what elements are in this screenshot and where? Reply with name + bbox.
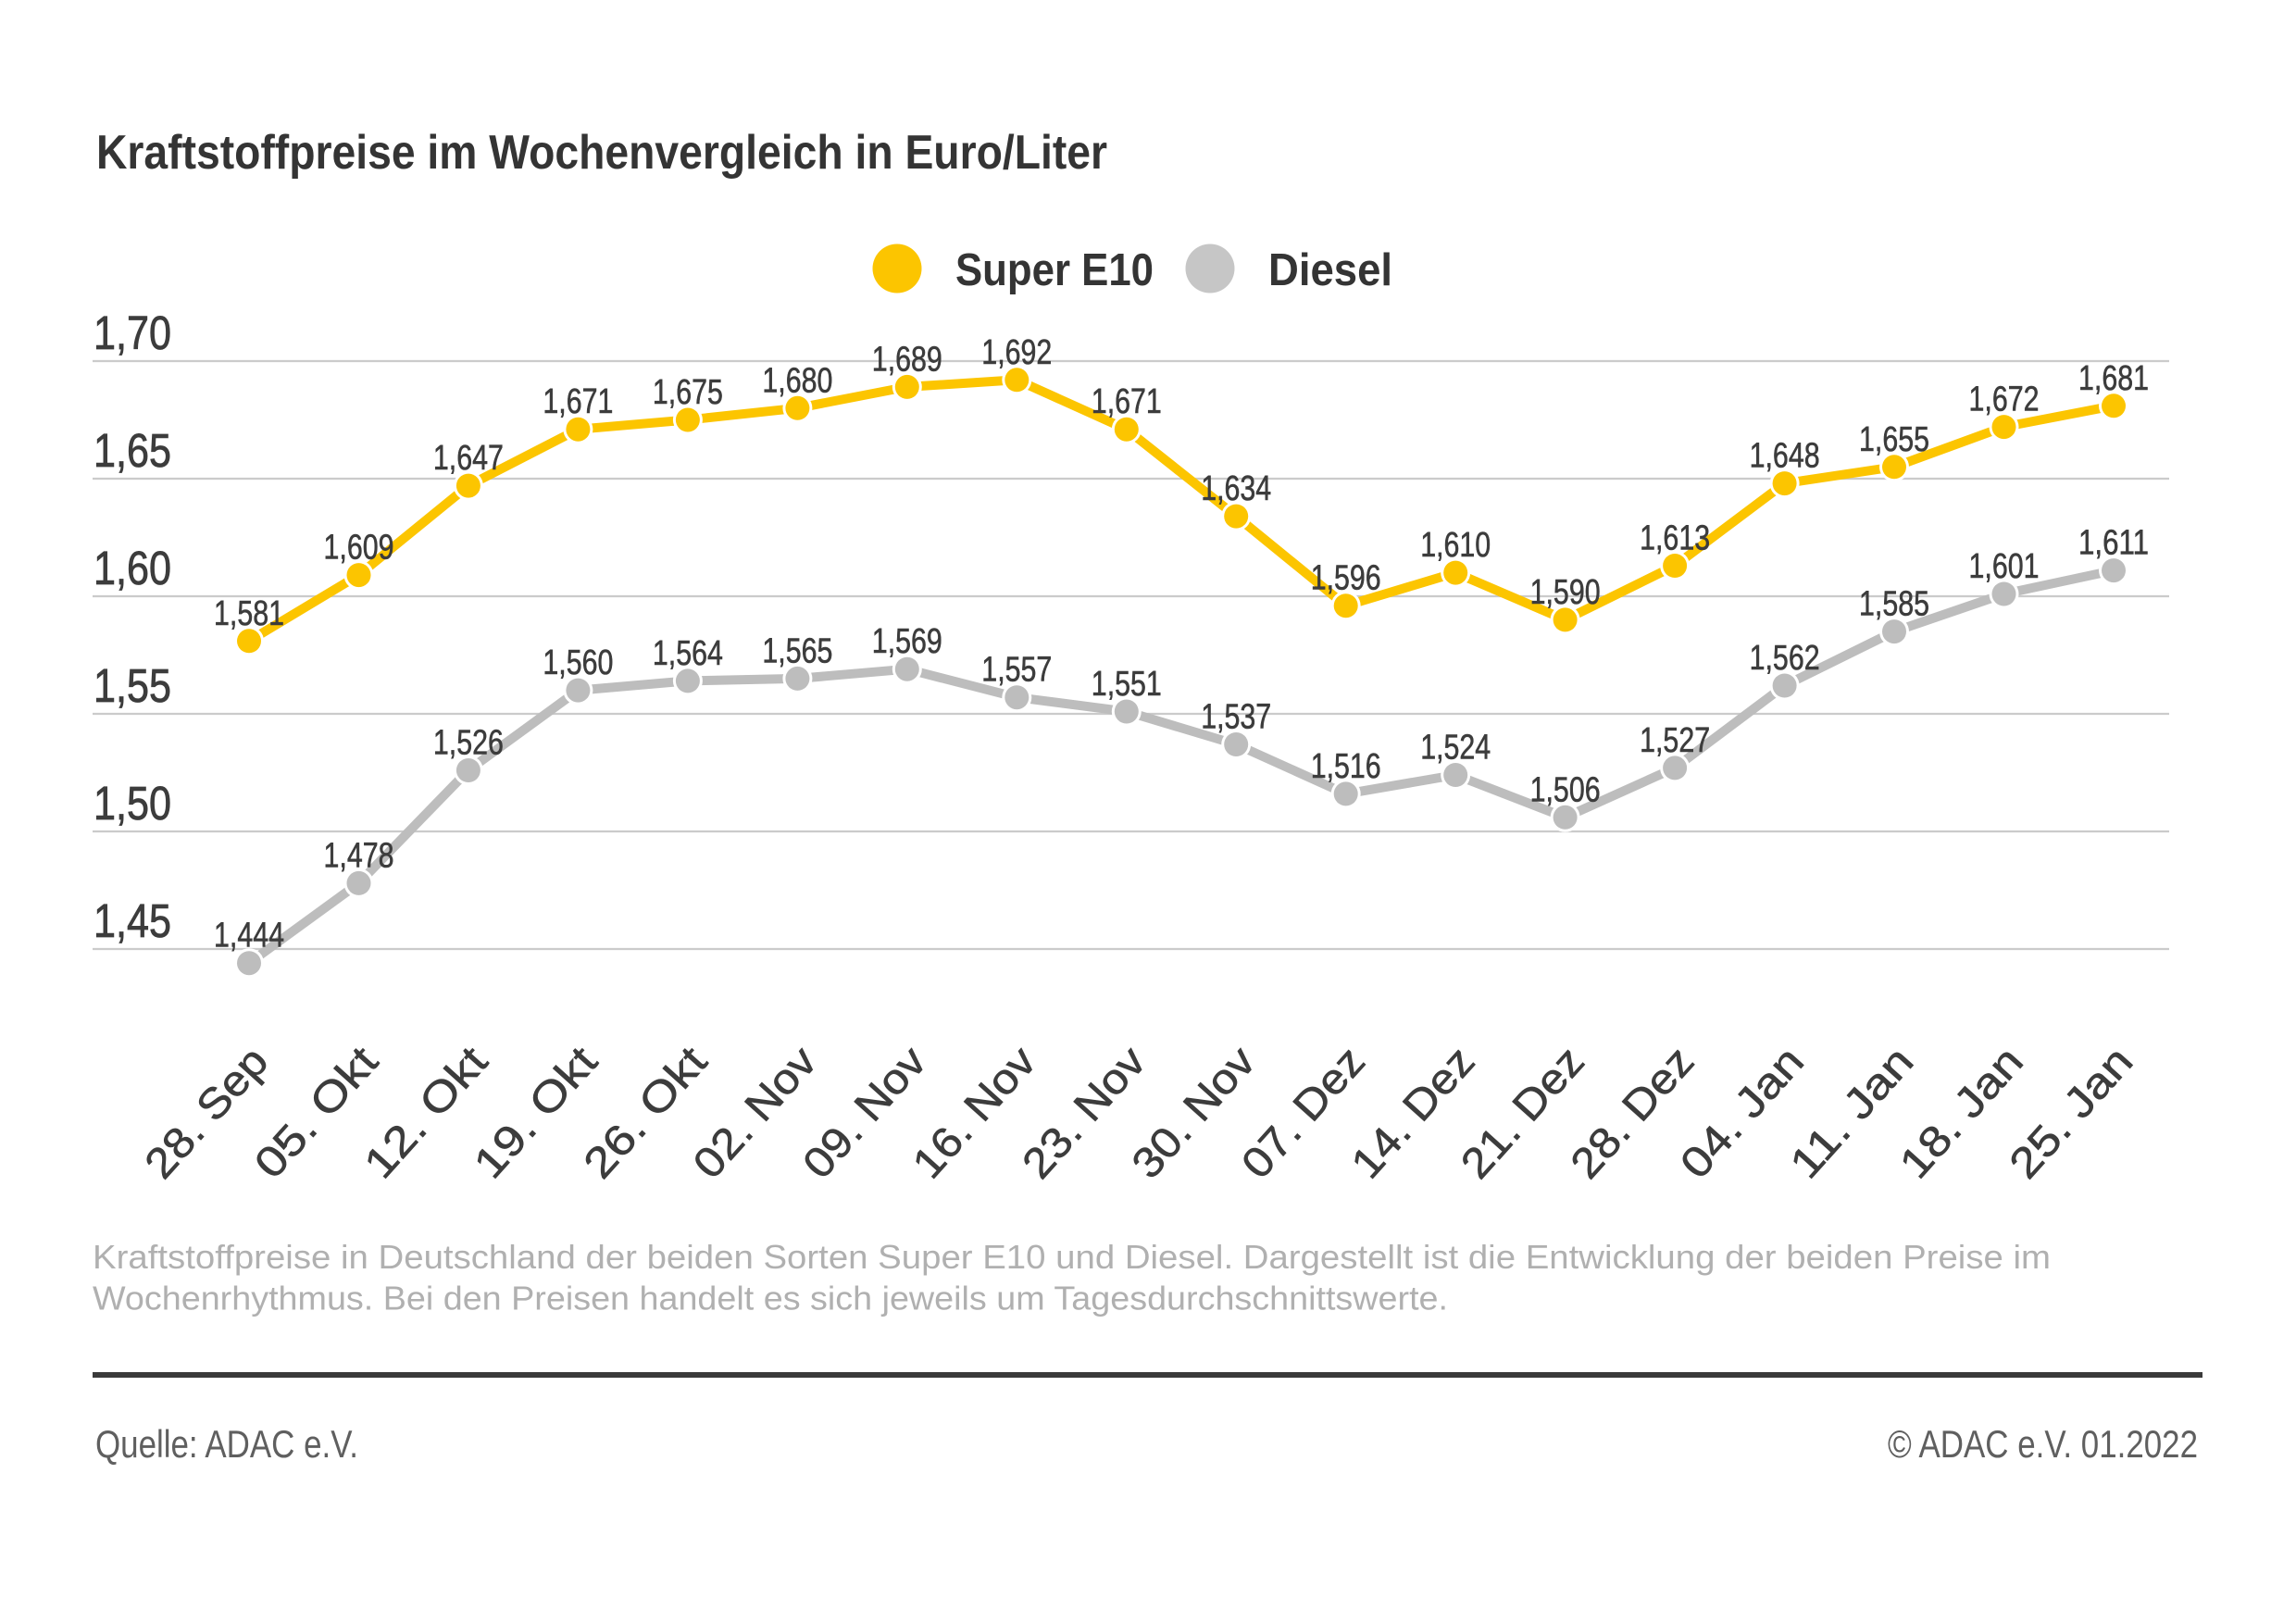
svg-text:1,601: 1,601 [1969, 547, 2040, 586]
svg-text:1,551: 1,551 [1092, 665, 1162, 704]
svg-text:1,506: 1,506 [1530, 770, 1601, 809]
svg-text:1,50: 1,50 [94, 777, 171, 830]
svg-text:Diesel: Diesel [1268, 245, 1392, 295]
svg-text:1,613: 1,613 [1640, 519, 1710, 558]
svg-text:1,65: 1,65 [94, 424, 171, 477]
svg-text:1,478: 1,478 [324, 836, 394, 875]
svg-text:1,648: 1,648 [1750, 437, 1820, 476]
svg-text:1,590: 1,590 [1530, 573, 1601, 612]
svg-text:1,569: 1,569 [872, 622, 942, 661]
svg-text:1,581: 1,581 [214, 594, 284, 633]
svg-text:1,562: 1,562 [1750, 639, 1820, 678]
svg-text:Super E10: Super E10 [955, 245, 1154, 295]
svg-text:1,585: 1,585 [1859, 585, 1929, 624]
svg-text:1,564: 1,564 [653, 634, 723, 673]
svg-text:1,609: 1,609 [324, 529, 394, 568]
svg-text:1,565: 1,565 [762, 631, 832, 670]
svg-text:1,516: 1,516 [1311, 747, 1381, 786]
svg-text:1,681: 1,681 [2078, 359, 2149, 398]
svg-text:1,60: 1,60 [94, 542, 171, 594]
svg-text:1,444: 1,444 [214, 917, 284, 955]
svg-text:1,692: 1,692 [981, 333, 1052, 372]
svg-text:1,45: 1,45 [94, 894, 171, 947]
svg-text:1,671: 1,671 [1092, 382, 1162, 421]
svg-text:1,611: 1,611 [2078, 524, 2149, 563]
svg-text:1,55: 1,55 [94, 659, 171, 712]
svg-text:1,596: 1,596 [1311, 559, 1381, 598]
svg-text:1,527: 1,527 [1640, 721, 1710, 760]
svg-text:1,524: 1,524 [1420, 729, 1491, 768]
svg-text:Kraftstoffpreise im Wochenverg: Kraftstoffpreise im Wochenvergleich in E… [96, 126, 1107, 180]
svg-text:1,671: 1,671 [543, 382, 613, 421]
svg-text:1,634: 1,634 [1201, 469, 1271, 508]
svg-text:1,560: 1,560 [543, 643, 613, 682]
svg-text:1,526: 1,526 [433, 724, 504, 763]
svg-text:Wochenrhythmus. Bei den Preise: Wochenrhythmus. Bei den Preisen handelt … [93, 1280, 1448, 1318]
svg-text:Quelle: ADAC e.V.: Quelle: ADAC e.V. [95, 1422, 358, 1466]
svg-text:1,537: 1,537 [1201, 698, 1271, 737]
svg-text:1,675: 1,675 [653, 373, 723, 412]
svg-text:1,680: 1,680 [762, 361, 832, 400]
svg-text:1,672: 1,672 [1969, 381, 2040, 419]
svg-text:1,557: 1,557 [981, 651, 1052, 690]
svg-text:1,689: 1,689 [872, 340, 942, 379]
svg-text:© ADAC e.V. 01.2022: © ADAC e.V. 01.2022 [1888, 1422, 2198, 1466]
svg-text:1,610: 1,610 [1420, 526, 1491, 565]
svg-text:1,655: 1,655 [1859, 420, 1929, 459]
svg-text:1,70: 1,70 [94, 306, 171, 359]
svg-text:Kraftstoffpreise in Deutschlan: Kraftstoffpreise in Deutschland der beid… [93, 1238, 2051, 1276]
svg-text:1,647: 1,647 [433, 439, 504, 478]
